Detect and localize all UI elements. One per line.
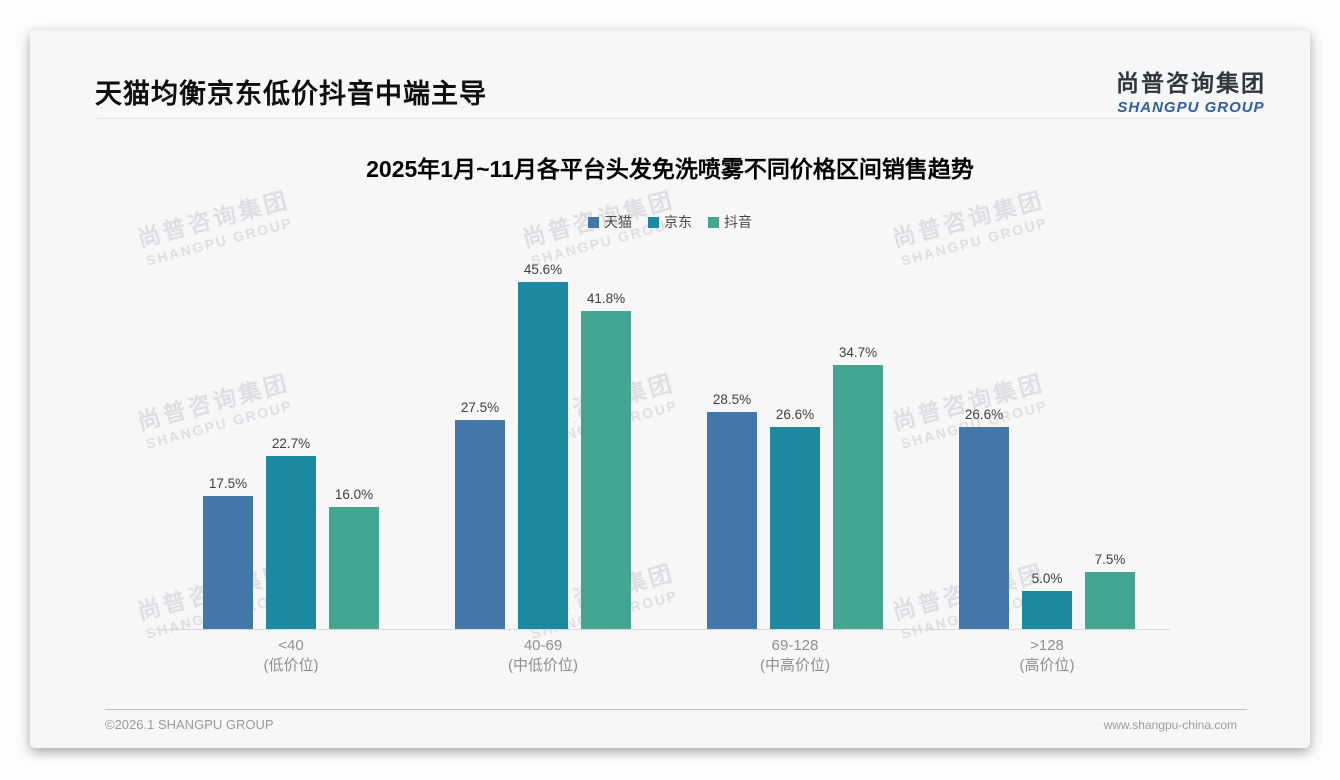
legend-item-京东: 京东 (648, 212, 692, 232)
legend-label: 天猫 (604, 214, 632, 230)
bar-wrap: 45.6% (518, 262, 568, 629)
legend-item-天猫: 天猫 (588, 212, 632, 232)
bar-wrap: 17.5% (203, 476, 253, 629)
bar-抖音-40-69 (581, 311, 631, 629)
bar-抖音-<40 (329, 507, 379, 629)
bar-value-label: 34.7% (838, 345, 878, 361)
company-logo: 尚普咨询集团 SHANGPU GROUP (1116, 64, 1266, 116)
bar-wrap: 26.6% (959, 407, 1009, 629)
bar-天猫-40-69 (455, 420, 505, 629)
price-range-label: <40 (278, 637, 304, 654)
bar-value-label: 7.5% (1094, 552, 1126, 567)
bar-天猫-<40 (203, 496, 253, 629)
price-tier-label: (中高价位) (760, 657, 830, 674)
footer-copyright: ©2026.1 SHANGPU GROUP (105, 717, 274, 732)
bar-value-label: 27.5% (460, 400, 500, 415)
bar-value-label: 17.5% (208, 476, 248, 491)
bar-value-label: 26.6% (775, 406, 815, 422)
logo-english-name: SHANGPU GROUP (1117, 99, 1265, 116)
bar-wrap: 26.6% (770, 407, 820, 629)
chart-legend: 天猫 京东 抖音 (30, 212, 1310, 232)
price-range-label: >128 (1030, 637, 1064, 654)
bar-抖音->128 (1085, 572, 1135, 629)
chart-title: 2025年1月~11月各平台头发免洗喷雾不同价格区间销售趋势 (366, 156, 974, 182)
x-axis-labels: <40 (低价位) 40-69 (中低价位) 69-128 (中高价位) >128 (高价位) (155, 636, 1170, 686)
legend-swatch-icon (648, 216, 659, 228)
legend-item-抖音: 抖音 (708, 212, 752, 232)
legend-swatch-icon (708, 216, 719, 228)
x-axis-label-40-69: 40-69 (中低价位) (455, 636, 631, 676)
bar-group-69-128: 28.5% 26.6% 34.7% (707, 345, 883, 629)
price-tier-label: (高价位) (1019, 657, 1075, 674)
x-axis-label-<40: <40 (低价位) (203, 636, 379, 676)
bar-value-label: 41.8% (586, 291, 626, 307)
bar-value-label: 5.0% (1031, 571, 1063, 586)
bar-wrap: 41.8% (581, 291, 631, 629)
x-axis-label-69-128: 69-128 (中高价位) (707, 636, 883, 676)
page-title: 天猫均衡京东低价抖音中端主导 (95, 79, 487, 109)
x-axis-label->128: >128 (高价位) (959, 636, 1135, 676)
bar-京东->128 (1022, 591, 1072, 629)
bar-wrap: 34.7% (833, 345, 883, 629)
bar-wrap: 27.5% (455, 400, 505, 629)
bar-天猫-69-128 (707, 412, 757, 629)
bar-value-label: 16.0% (334, 487, 374, 503)
bar-京东-69-128 (770, 426, 820, 629)
bar-chart-plot-area: 17.5% 22.7% 16.0% 27.5% 45.6% 41.8% 28.5% 26.6%… (155, 30, 1170, 630)
bar-wrap: 16.0% (329, 487, 379, 629)
footer-divider (105, 709, 1247, 710)
bar-天猫->128 (959, 426, 1009, 629)
title-divider (97, 118, 1242, 119)
bar-value-label: 26.6% (964, 406, 1004, 422)
legend-label: 抖音 (724, 214, 752, 230)
footer-website: www.shangpu-china.com (1103, 718, 1237, 732)
bar-wrap: 22.7% (266, 436, 316, 629)
price-range-label: 40-69 (523, 637, 563, 654)
bar-value-label: 45.6% (523, 262, 563, 278)
bar-wrap: 28.5% (707, 392, 757, 629)
bar-value-label: 28.5% (712, 392, 752, 408)
bar-wrap: 5.0% (1022, 571, 1072, 629)
bar-京东-<40 (266, 456, 316, 629)
bar-抖音-69-128 (833, 365, 883, 629)
legend-swatch-icon (588, 216, 599, 228)
price-tier-label: (中低价位) (508, 657, 578, 674)
bar-京东-40-69 (518, 282, 568, 629)
legend-label: 京东 (664, 214, 692, 230)
price-tier-label: (低价位) (263, 657, 319, 674)
price-range-label: 69-128 (771, 637, 819, 654)
bar-value-label: 22.7% (271, 436, 311, 452)
bar-group-40-69: 27.5% 45.6% 41.8% (455, 262, 631, 629)
logo-chinese-name: 尚普咨询集团 (1116, 70, 1266, 96)
bar-group-<40: 17.5% 22.7% 16.0% (203, 436, 379, 629)
bar-wrap: 7.5% (1085, 552, 1135, 629)
bar-group->128: 26.6% 5.0% 7.5% (959, 407, 1135, 629)
